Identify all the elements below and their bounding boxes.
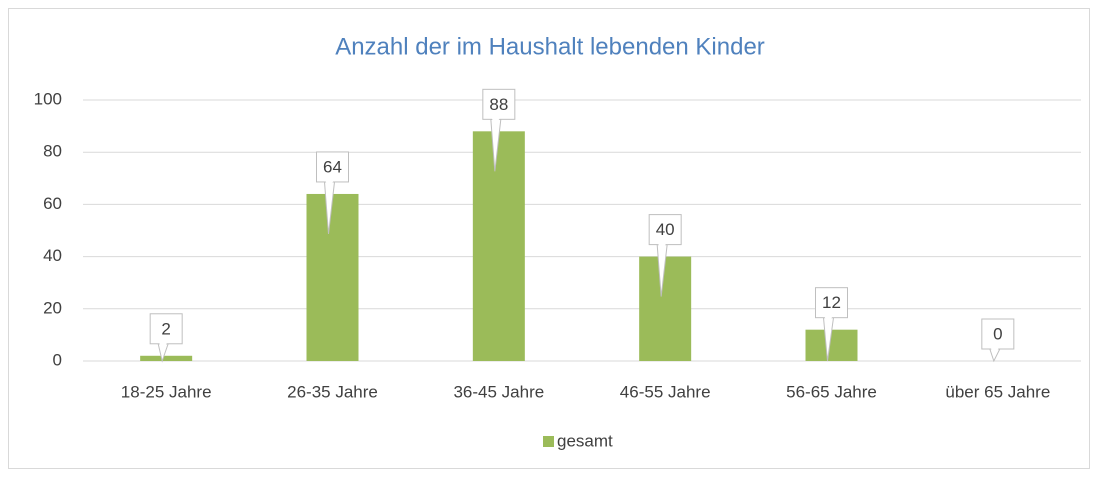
data-label: 2 xyxy=(161,319,170,338)
x-tick-label: über 65 Jahre xyxy=(945,382,1050,401)
callout-box xyxy=(648,214,682,246)
bar xyxy=(472,131,525,361)
callout-pointer-fill xyxy=(658,243,667,251)
y-tick-label: 0 xyxy=(53,350,62,369)
callout-pointer-fill xyxy=(325,180,334,188)
x-tick-label: 18-25 Jahre xyxy=(121,382,212,401)
bar xyxy=(140,355,193,361)
data-label: 12 xyxy=(822,293,841,312)
y-tick-label: 80 xyxy=(43,142,62,161)
callout-pointer-fill xyxy=(990,348,999,355)
bar xyxy=(639,256,692,361)
chart-title: Anzahl der im Haushalt lebenden Kinder xyxy=(335,33,765,60)
bar xyxy=(306,193,359,361)
callout-box xyxy=(815,287,848,319)
data-label: 64 xyxy=(323,157,342,176)
y-tick-label: 60 xyxy=(43,194,62,213)
data-label: 88 xyxy=(489,95,508,114)
callout-pointer-fill xyxy=(491,118,500,126)
legend-swatch xyxy=(543,436,554,447)
x-tick-label: 26-35 Jahre xyxy=(287,382,378,401)
x-tick-label: 46-55 Jahre xyxy=(620,382,711,401)
callout-pointer-fill xyxy=(824,316,833,324)
y-tick-label: 20 xyxy=(43,298,62,317)
data-label: 40 xyxy=(656,220,675,239)
y-tick-label: 100 xyxy=(34,89,62,108)
callout-pointer-fill xyxy=(159,342,168,350)
callout-box xyxy=(482,88,516,120)
y-tick-label: 40 xyxy=(43,246,62,265)
data-label: 0 xyxy=(993,324,1002,343)
chart-border xyxy=(8,8,1090,469)
callout-box xyxy=(316,151,349,183)
x-tick-label: 36-45 Jahre xyxy=(453,382,544,401)
legend-label: gesamt xyxy=(557,431,613,450)
x-tick-label: 56-65 Jahre xyxy=(786,382,877,401)
